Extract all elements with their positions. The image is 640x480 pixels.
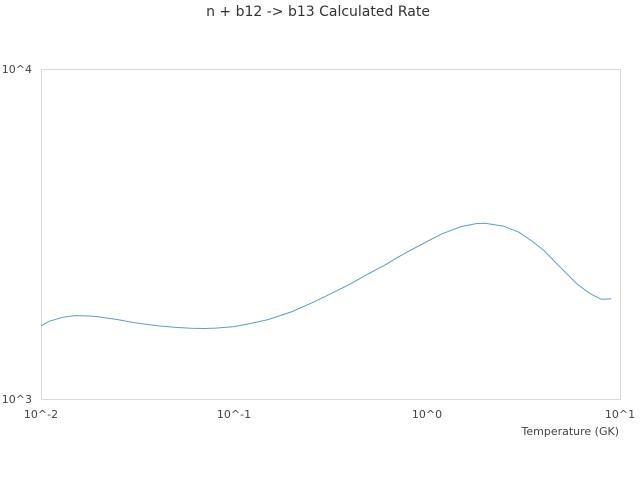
y-tick-label: 10^3: [2, 393, 32, 406]
x-axis-label: Temperature (GK): [521, 425, 620, 438]
x-tick-label: 10^0: [412, 408, 442, 421]
series-layer: [40, 222, 612, 330]
y-axis-ticks: 10^3 10^4: [2, 63, 32, 406]
plot-area: [41, 69, 621, 400]
y-tick-label: 10^4: [2, 63, 32, 76]
x-axis-ticks: 10^-2 10^-1 10^0 10^1: [24, 408, 635, 421]
chart-title: n + b12 -> b13 Calculated Rate: [206, 4, 430, 20]
series-line: [40, 222, 612, 330]
x-tick-label: 10^1: [605, 408, 635, 421]
x-tick-label: 10^-2: [24, 408, 58, 421]
x-tick-label: 10^-1: [217, 408, 251, 421]
